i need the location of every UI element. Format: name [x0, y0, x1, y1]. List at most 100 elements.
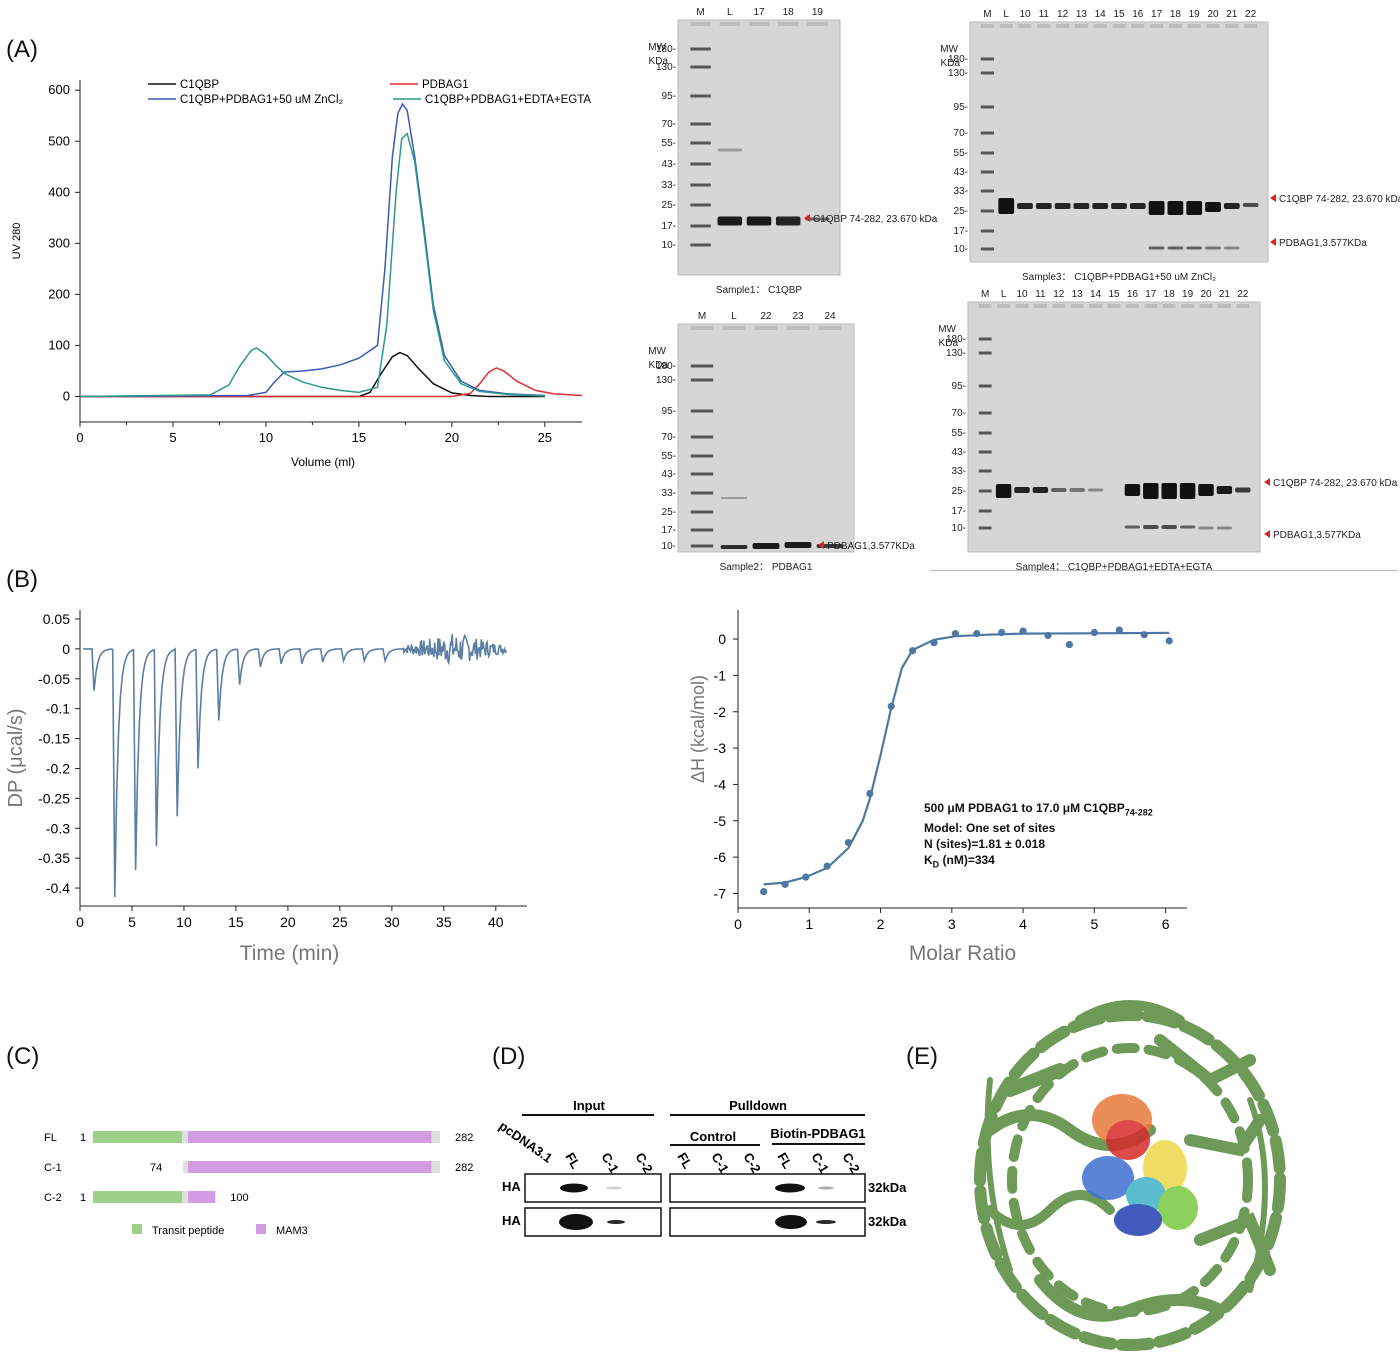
x-tick-label: 6: [1162, 916, 1170, 932]
gel-well: [1244, 24, 1258, 28]
domain-diagram: FL 1 282 C-1 74 282 C-2 1 100 Transit peptide MAM3: [44, 1131, 473, 1237]
itc-annot-kd: K: [924, 853, 933, 868]
gel-band: [1054, 203, 1071, 209]
panel-label-e: (E): [906, 1043, 938, 1070]
gel-mw-marker: 55-: [662, 451, 676, 462]
y-tick-label: -0.4: [46, 880, 70, 896]
gel-lane-label: 15: [1108, 289, 1120, 300]
legend-swatch-mam3: [256, 1224, 266, 1234]
gel-band: [1205, 246, 1221, 250]
isotherm-data-point: [760, 888, 768, 896]
gel-band: [1051, 488, 1067, 492]
series-line-c1qbp-pdbag1-50-um-zncl: [79, 102, 545, 398]
x-tick-label: 0: [76, 914, 84, 930]
gel-ladder-band: [978, 431, 992, 435]
gel-band-arrow: [1264, 530, 1270, 538]
x-tick-label: 0: [734, 916, 742, 932]
y-tick-label: -0.3: [46, 820, 70, 836]
series-line-pdbag1: [80, 367, 583, 398]
gel-mw-marker: 130-: [946, 348, 966, 359]
gel-mw-marker: 130-: [656, 62, 676, 73]
gel-lane-label: 10: [1016, 289, 1028, 300]
domain-transit-peptide: [93, 1191, 182, 1203]
gel-well: [1089, 304, 1103, 308]
gel-mw-marker: 130-: [656, 375, 676, 386]
gel-well: [777, 22, 799, 26]
gel-ladder-band: [978, 489, 992, 493]
blot-band: [775, 1183, 805, 1193]
gel-ladder-band: [690, 203, 711, 207]
itc-annot-line1-sub: 74-282: [1124, 807, 1153, 818]
gel-lane-label: 21: [1226, 9, 1238, 20]
gel-band-annotation: PDBAG1,3.577KDa: [827, 541, 915, 552]
gel-lane-label: M: [981, 289, 989, 300]
gel-band: [1148, 201, 1165, 215]
gel-well: [690, 326, 714, 330]
itc-annot-line3: N (sites)=1.81 ± 0.018: [924, 837, 1045, 852]
gel-lane-label: 16: [1132, 9, 1144, 20]
itc-isotherm-chart: 0 -1 -2 -3 -4 -5 -6 -7 0 1 2 3 4 5 6 Molar Ratio ΔH (kca…: [688, 610, 1187, 965]
header-input: Input: [573, 1098, 605, 1113]
gel-band: [1242, 203, 1259, 207]
gel-lane-label: M: [983, 9, 991, 20]
protein-ribbon-cartoon: [974, 1000, 1286, 1351]
gel-divider-line: [930, 570, 1398, 571]
gel-band-arrow: [1270, 238, 1276, 246]
gel-mw-marker: 43-: [662, 159, 676, 170]
gel-band: [752, 543, 780, 549]
legend-swatch-transit: [132, 1224, 142, 1234]
gel-well: [1225, 24, 1239, 28]
gel-band-arrow: [818, 541, 824, 549]
gel-well: [1187, 24, 1201, 28]
gel-well: [999, 24, 1013, 28]
gel-mw-marker: 10-: [952, 523, 966, 534]
gel-well: [1162, 304, 1176, 308]
gel-band: [1035, 203, 1052, 209]
lane-label-c-1: C-1: [708, 1150, 731, 1176]
domain-end-label: 100: [230, 1192, 248, 1204]
gel-lane-label: 22: [760, 311, 772, 322]
gel-ladder-band: [690, 65, 711, 69]
blot-row-label: HA: [502, 1213, 521, 1228]
gel-well: [1018, 24, 1032, 28]
gel-well: [1131, 24, 1145, 28]
gel-band: [717, 216, 743, 226]
gel-band: [1032, 487, 1049, 493]
gel-lane-label: M: [696, 7, 704, 18]
header-biotin-pdbag1: Biotin-PDBAG1: [770, 1126, 865, 1141]
isotherm-data-point: [973, 630, 981, 638]
gel-lane-label: 18: [1170, 9, 1182, 20]
gel-ladder-band: [690, 141, 711, 145]
gel-well: [1168, 24, 1182, 28]
gel-band: [1179, 525, 1196, 529]
gel-ladder-band: [690, 183, 711, 187]
gel-lane-label: L: [1001, 289, 1007, 300]
blot-kda-label: 32kDa: [868, 1214, 907, 1229]
y-tick-label: -7: [714, 885, 727, 901]
y-tick-label: -0.2: [46, 760, 70, 776]
gel-band: [775, 216, 801, 226]
gel-ladder-band: [978, 509, 992, 513]
gel-band: [1216, 526, 1233, 530]
gel-well: [818, 326, 842, 330]
gel-mw-marker: 70-: [662, 119, 676, 130]
isotherm-data-point: [1065, 640, 1074, 649]
gel-band: [1143, 483, 1159, 499]
gel-mw-marker: 17-: [662, 221, 676, 232]
gel-mw-marker: 70-: [954, 128, 968, 139]
gel-lane-label: M: [698, 311, 706, 322]
y-tick-label: -1: [714, 667, 727, 683]
y-tick-label: 0: [718, 631, 726, 647]
gel-ladder-band: [980, 247, 994, 251]
gel-ladder-band: [690, 409, 714, 413]
gel-band: [1167, 201, 1184, 215]
header-control: Control: [690, 1129, 736, 1144]
legend-label-transit: Transit peptide: [152, 1225, 224, 1237]
lane-label-c-2: C-2: [632, 1150, 655, 1176]
gel-mw-marker: 33-: [662, 180, 676, 191]
gel-ladder-band: [980, 229, 994, 233]
gel-ladder-band: [690, 47, 711, 51]
gel-mw-marker: 10-: [662, 541, 676, 552]
gel-background: [967, 301, 1261, 553]
